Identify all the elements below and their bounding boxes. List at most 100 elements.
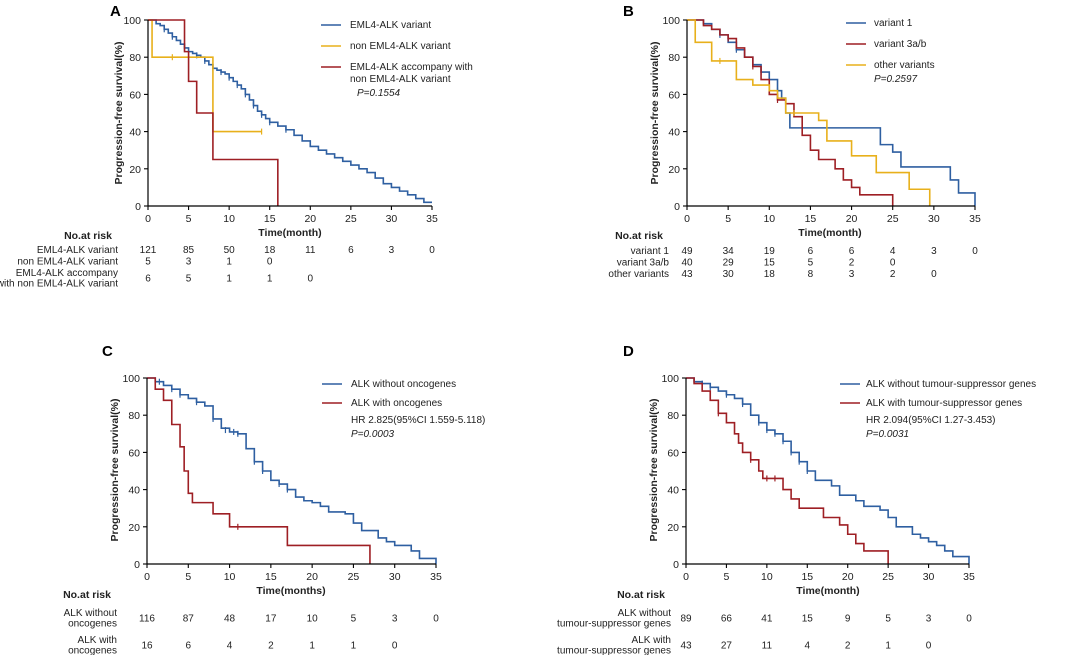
x-tick-label: 30 [389,571,401,583]
y-tick-label: 20 [667,522,679,534]
risk-row-label: ALK without [618,608,672,619]
x-tick-label: 0 [145,213,151,225]
risk-value: 4 [805,640,811,651]
y-tick-label: 100 [661,373,679,385]
risk-value: 3 [931,246,937,257]
risk-row-label: non EML4-ALK variant [17,257,118,268]
y-tick-label: 20 [128,522,140,534]
x-tick-label: 25 [887,213,899,225]
risk-value: 41 [761,613,773,624]
risk-value: 121 [140,245,157,256]
panel-c-legend: ALK without oncogenes ALK with oncogenes… [322,379,485,440]
panel-d-ylabel: Progression-free survival(%) [648,399,660,542]
risk-value: 3 [392,613,398,624]
y-tick-label: 20 [129,164,141,176]
y-tick-label: 80 [128,410,140,422]
panel-a-legend: EML4-ALK variant non EML4-ALK variant EM… [321,20,473,99]
risk-value: 0 [267,257,273,268]
risk-value: 0 [972,246,978,257]
risk-value: 2 [268,640,274,651]
x-tick-label: 15 [265,571,277,583]
km-curve [687,19,976,206]
legend-label-line: non EML4-ALK variant [350,74,451,85]
x-tick-label: 0 [683,571,689,583]
panel-b-curves [687,19,976,206]
x-tick-label: 35 [969,213,981,225]
risk-value: 0 [926,640,932,651]
risk-value: 15 [802,613,814,624]
risk-value: 4 [227,640,233,651]
risk-value: 85 [183,245,195,256]
risk-value: 5 [885,613,891,624]
risk-value: 43 [681,269,693,280]
risk-value: 10 [307,613,319,624]
panel-a-xlabel: Time(month) [258,227,321,239]
y-tick-label: 40 [128,485,140,497]
y-tick-label: 40 [667,485,679,497]
panel-d-letter: D [623,343,634,360]
risk-value: 0 [966,613,972,624]
risk-value: 17 [265,613,277,624]
legend-label: ALK without tumour-suppressor genes [866,379,1036,390]
risk-row-label: tumour-suppressor genes [557,619,671,630]
x-tick-label: 20 [846,213,858,225]
risk-row-label: tumour-suppressor genes [557,646,671,655]
risk-row-label: oncogenes [68,619,117,630]
risk-row-label: ALK without [64,608,118,619]
risk-value: 11 [762,640,773,651]
km-curve [147,377,371,564]
risk-value: 6 [849,246,855,257]
panel-b-yticks: 0 20 40 60 80 100 [662,15,687,213]
panel-a-letter: A [110,3,121,20]
km-curve [148,19,262,133]
legend-label: variant 1 [874,18,913,29]
x-tick-label: 20 [842,571,854,583]
risk-value: 1 [351,640,357,651]
x-tick-label: 10 [223,213,235,225]
x-tick-label: 20 [306,571,318,583]
risk-value: 30 [723,269,735,280]
risk-value: 1 [885,640,891,651]
risk-table-title: No.at risk [63,589,111,601]
km-curve [687,19,931,206]
risk-value: 1 [267,273,273,284]
y-tick-label: 60 [668,89,680,101]
panel-b-xticks: 0 5 10 15 20 25 30 35 [684,206,981,225]
x-tick-label: 30 [386,213,398,225]
risk-table-title: No.at risk [64,230,112,242]
panel-c-letter: C [102,343,113,360]
risk-value: 0 [308,273,314,284]
risk-value: 40 [681,258,693,269]
risk-value: 89 [680,613,692,624]
risk-value: 9 [845,613,851,624]
y-tick-label: 0 [135,201,141,213]
x-tick-label: 5 [185,571,191,583]
panel-b-letter: B [623,3,634,20]
risk-value: 27 [721,640,733,651]
x-tick-label: 35 [430,571,442,583]
legend-label: ALK with tumour-suppressor genes [866,398,1022,409]
risk-value: 0 [433,613,439,624]
x-tick-label: 0 [144,571,150,583]
risk-value: 87 [183,613,195,624]
panel-a-xticks: 0 5 10 15 20 25 30 35 [145,206,438,225]
y-tick-label: 60 [129,89,141,101]
risk-value: 11 [305,245,316,256]
risk-table-title: No.at risk [615,230,663,242]
panel-b-pvalue: P=0.2597 [874,74,918,85]
legend-label: other variants [874,60,935,71]
risk-value: 0 [392,640,398,651]
risk-value: 49 [681,246,693,257]
risk-row-label: other variants [608,269,669,280]
panel-a-curves [148,19,432,206]
risk-value: 18 [264,245,276,256]
x-tick-label: 5 [186,213,192,225]
risk-value: 5 [186,273,192,284]
y-tick-label: 80 [129,52,141,64]
